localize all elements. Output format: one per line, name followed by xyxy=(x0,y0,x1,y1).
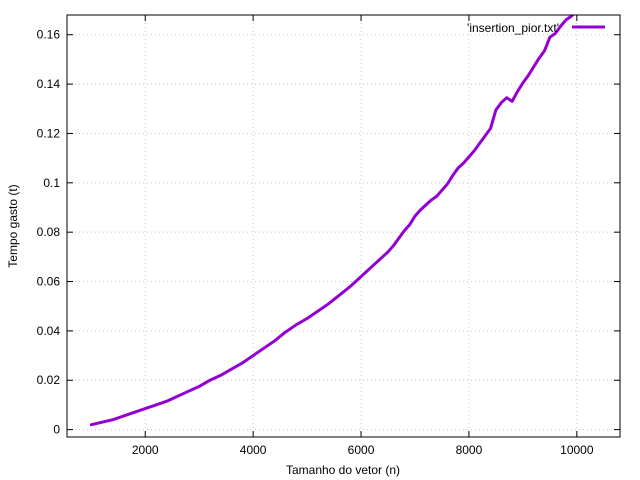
y-tick-labels: 0 0.02 0.04 0.06 0.08 0.1 0.12 0.14 0.16 xyxy=(37,28,61,437)
x-tick-label: 2000 xyxy=(132,443,159,457)
y-tick-label: 0 xyxy=(53,423,60,437)
y-tick-label: 0.06 xyxy=(37,275,61,289)
y-tick-label: 0.14 xyxy=(37,77,61,91)
x-axis-label: Tamanho do vetor (n) xyxy=(286,463,400,477)
legend: 'insertion_pior.txt' xyxy=(467,21,605,35)
x-tick-label: 6000 xyxy=(348,443,375,457)
y-tick-label: 0.04 xyxy=(37,324,61,338)
plot-frame xyxy=(66,14,621,438)
x-tick-label: 4000 xyxy=(240,443,267,457)
x-tick-labels: 2000 4000 6000 8000 10000 xyxy=(132,443,594,457)
series-lines xyxy=(89,15,575,427)
legend-series-label: 'insertion_pior.txt' xyxy=(467,21,559,35)
x-tick-label: 10000 xyxy=(560,443,594,457)
y-tick-label: 0.02 xyxy=(37,373,61,387)
y-tick-label: 0.1 xyxy=(43,176,60,190)
y-tick-label: 0.08 xyxy=(37,225,61,239)
y-tick-label: 0.12 xyxy=(37,126,61,140)
grid-lines xyxy=(67,15,620,437)
y-tick-label: 0.16 xyxy=(37,28,61,42)
y-axis-label: Tempo gasto (t) xyxy=(6,184,20,267)
series-line xyxy=(89,15,575,427)
x-tick-label: 8000 xyxy=(456,443,483,457)
axis-ticks xyxy=(67,15,620,437)
